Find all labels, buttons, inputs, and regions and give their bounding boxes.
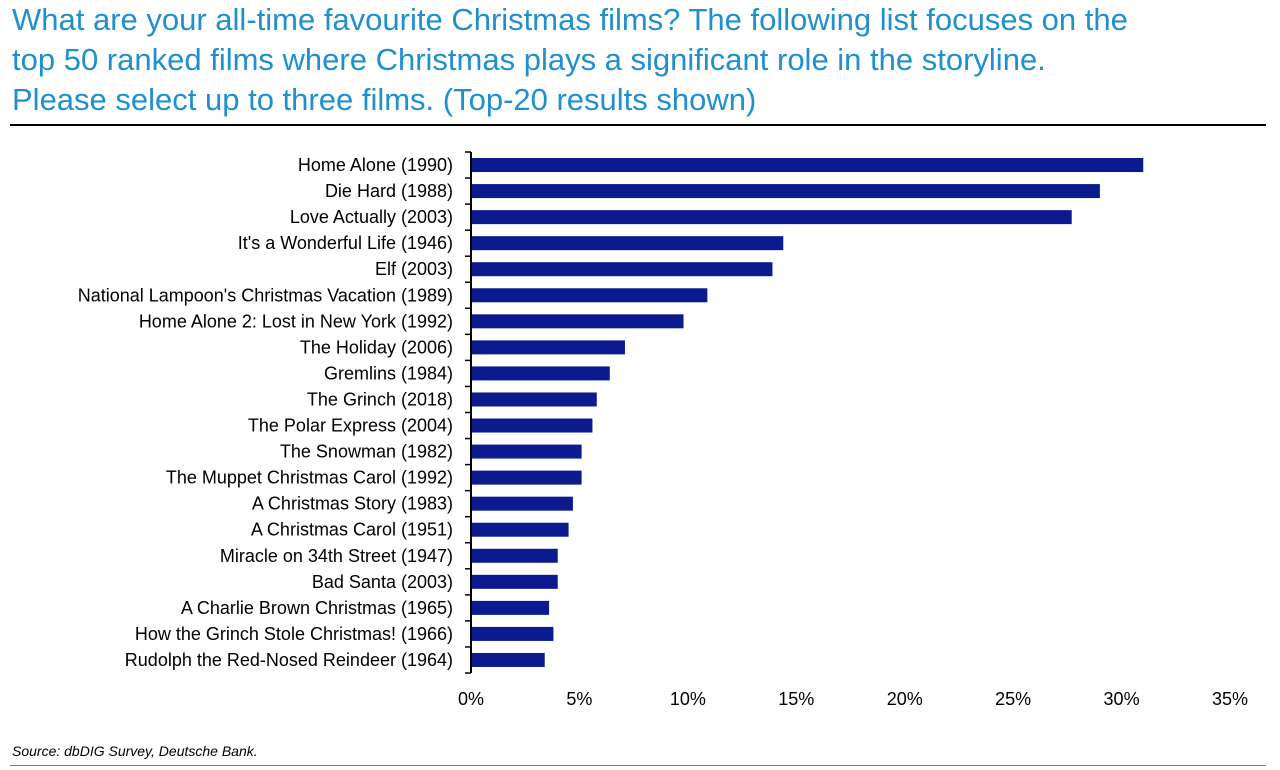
x-tick-label: 20% (887, 689, 923, 709)
category-label: Love Actually (2003) (290, 207, 453, 227)
chart-title-line-2: top 50 ranked films where Christmas play… (12, 42, 1046, 77)
x-tick-label: 35% (1212, 689, 1248, 709)
chart-title: What are your all-time favourite Christm… (12, 0, 1274, 120)
bar (471, 366, 610, 381)
bar (471, 340, 625, 355)
source-divider (10, 765, 1266, 766)
x-tick-label: 5% (566, 689, 592, 709)
category-label: It's a Wonderful Life (1946) (238, 233, 453, 253)
bar (471, 626, 554, 641)
category-label: Die Hard (1988) (325, 181, 453, 201)
bar (471, 444, 582, 459)
category-label: Miracle on 34th Street (1947) (220, 546, 453, 566)
category-label: Bad Santa (2003) (312, 572, 453, 592)
bar (471, 470, 582, 485)
category-label: A Charlie Brown Christmas (1965) (181, 598, 453, 618)
category-label: The Snowman (1982) (280, 442, 453, 462)
title-divider (10, 124, 1266, 126)
bar (471, 652, 545, 667)
x-tick-label: 0% (458, 689, 484, 709)
bar (471, 548, 558, 563)
bar (471, 392, 597, 407)
category-label: National Lampoon's Christmas Vacation (1… (78, 285, 453, 305)
category-label: Home Alone 2: Lost in New York (1992) (139, 311, 453, 331)
x-tick-label: 15% (778, 689, 814, 709)
category-label: The Grinch (2018) (307, 389, 453, 409)
chart-title-line-1: What are your all-time favourite Christm… (12, 2, 1128, 37)
category-label: A Christmas Carol (1951) (251, 520, 453, 540)
category-label: Gremlins (1984) (324, 363, 453, 383)
bar (471, 210, 1072, 225)
bar (471, 262, 773, 277)
bar-chart: Home Alone (1990) Die Hard (1988) Love Act… (78, 151, 1248, 709)
chart-title-line-3: Please select up to three films. (Top-20… (12, 82, 757, 117)
category-label: The Polar Express (2004) (248, 416, 453, 436)
x-tick-label: 10% (670, 689, 706, 709)
category-label: Home Alone (1990) (298, 155, 453, 175)
bar (471, 418, 593, 433)
bar (471, 236, 784, 251)
source-note: Source: dbDIG Survey, Deutsche Bank. (12, 743, 258, 759)
category-label: How the Grinch Stole Christmas! (1966) (135, 624, 453, 644)
bar (471, 158, 1144, 173)
x-tick-label: 30% (1104, 689, 1140, 709)
category-label: The Holiday (2006) (300, 337, 453, 357)
bar (471, 574, 558, 589)
category-label: Rudolph the Red-Nosed Reindeer (1964) (125, 650, 453, 670)
bar (471, 184, 1100, 199)
bar (471, 522, 569, 537)
bar (471, 314, 684, 329)
bar (471, 288, 708, 303)
category-label: A Christmas Story (1983) (252, 494, 453, 514)
category-label: Elf (2003) (375, 259, 453, 279)
bar (471, 600, 550, 615)
x-tick-label: 25% (995, 689, 1031, 709)
bar (471, 496, 573, 511)
category-label: The Muppet Christmas Carol (1992) (166, 468, 453, 488)
